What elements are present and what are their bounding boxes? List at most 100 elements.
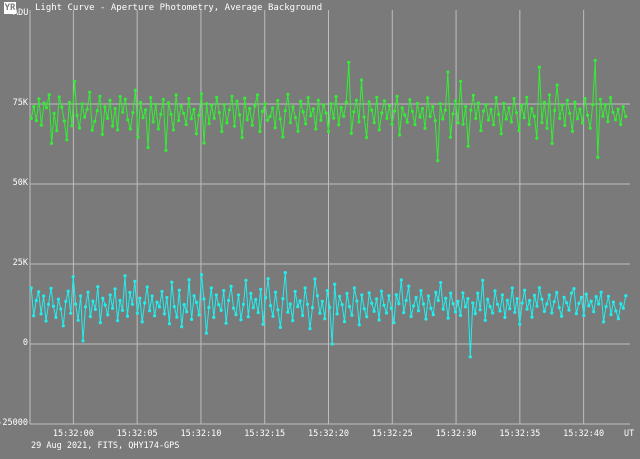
data-point — [105, 116, 110, 120]
data-point — [606, 294, 611, 298]
data-point — [389, 306, 393, 310]
data-point — [586, 113, 590, 117]
data-point — [344, 100, 348, 104]
data-point — [408, 98, 412, 102]
data-point — [306, 96, 310, 100]
data-point — [436, 159, 440, 163]
series-line — [30, 272, 627, 357]
data-point — [37, 290, 41, 294]
data-point — [362, 307, 366, 311]
data-point — [537, 65, 542, 69]
data-point — [268, 304, 273, 308]
data-point — [169, 112, 173, 116]
data-point — [93, 119, 97, 123]
data-point — [185, 310, 189, 314]
data-point — [624, 294, 628, 298]
data-point — [397, 302, 401, 306]
data-point — [194, 132, 198, 136]
data-point — [555, 290, 559, 295]
data-point — [424, 317, 428, 321]
data-point — [215, 95, 219, 99]
data-point — [54, 315, 58, 319]
data-point — [599, 290, 603, 294]
data-point — [479, 129, 483, 133]
data-point — [532, 293, 537, 297]
data-point — [138, 100, 143, 104]
data-point — [614, 309, 618, 313]
data-point — [579, 295, 584, 299]
data-point — [153, 314, 157, 318]
data-point — [340, 303, 344, 307]
data-point — [461, 122, 465, 126]
data-point — [569, 291, 574, 295]
data-point — [145, 285, 149, 289]
data-point — [182, 111, 186, 115]
data-point — [489, 107, 493, 111]
data-point — [91, 299, 95, 303]
data-point — [433, 119, 437, 123]
data-point — [493, 289, 497, 293]
data-point — [608, 96, 613, 100]
data-point — [360, 293, 364, 297]
data-point — [303, 286, 307, 290]
data-point — [293, 289, 297, 294]
app-logo-icon[interactable]: YR — [4, 2, 16, 14]
data-point — [347, 305, 352, 309]
data-point — [288, 121, 292, 125]
data-point — [96, 285, 100, 289]
data-point — [439, 281, 443, 285]
data-point — [52, 111, 56, 115]
data-point — [594, 295, 598, 299]
data-point — [260, 109, 264, 113]
data-point — [319, 118, 323, 122]
data-point — [299, 99, 303, 103]
data-point — [259, 287, 263, 291]
y-tick-label: 75K — [13, 98, 29, 108]
data-point — [387, 294, 391, 298]
data-point — [57, 95, 61, 99]
data-point — [136, 135, 140, 139]
data-point — [263, 102, 267, 106]
data-point — [334, 95, 338, 99]
data-point — [606, 120, 610, 124]
data-point — [400, 106, 404, 110]
data-point — [575, 117, 580, 121]
data-point — [69, 311, 73, 315]
series-2 — [29, 271, 628, 359]
data-point — [108, 293, 112, 297]
data-point — [423, 126, 427, 130]
data-point — [370, 301, 374, 305]
data-point — [70, 124, 74, 128]
data-point — [194, 300, 199, 304]
data-point — [192, 107, 196, 111]
x-tick-label: 15:32:10 — [180, 429, 221, 439]
data-point — [512, 97, 516, 101]
data-point — [347, 60, 351, 64]
data-point — [80, 102, 84, 106]
data-point — [456, 121, 460, 125]
data-point — [283, 109, 287, 113]
data-point — [246, 315, 250, 319]
data-point — [602, 320, 606, 324]
data-point — [266, 277, 270, 281]
data-point — [214, 293, 218, 297]
y-axis-label: ADU — [13, 8, 28, 18]
data-point — [276, 308, 280, 312]
data-point — [138, 296, 142, 300]
data-point — [443, 108, 447, 112]
data-point — [614, 118, 618, 122]
data-point — [83, 115, 87, 119]
data-point — [588, 126, 592, 130]
data-point — [357, 323, 361, 327]
data-point — [268, 114, 272, 119]
data-point — [323, 317, 327, 321]
data-point — [288, 302, 292, 306]
data-point — [621, 306, 625, 310]
data-point — [515, 297, 519, 301]
data-point — [98, 94, 102, 98]
y-axis-tick-labels: 75K 50K 25K 0 -25000 — [0, 98, 29, 428]
data-point — [352, 286, 356, 290]
data-point — [239, 318, 243, 322]
data-point — [222, 103, 226, 107]
data-point — [616, 107, 620, 111]
